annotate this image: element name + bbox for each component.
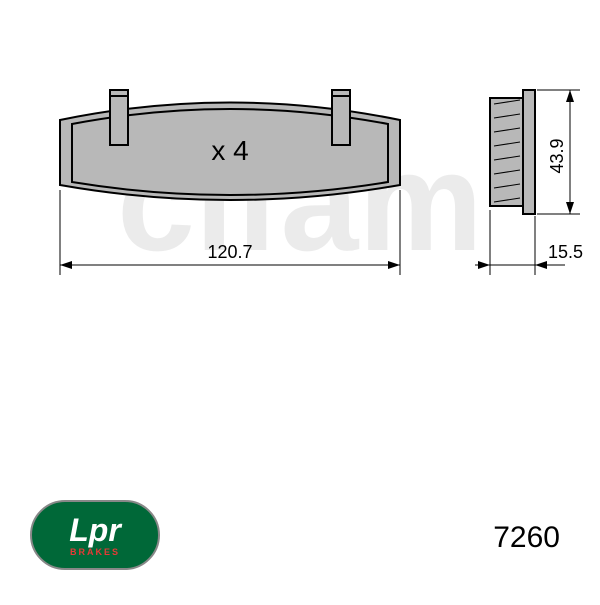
part-number: 7260 bbox=[493, 521, 560, 555]
quantity-label: x 4 bbox=[211, 135, 248, 166]
side-view bbox=[490, 90, 535, 214]
side-backing bbox=[523, 90, 535, 214]
logo-main-text: Lpr bbox=[69, 514, 121, 546]
brand-logo: Lpr BRAKES bbox=[30, 500, 160, 570]
dimension-thickness: 15.5 bbox=[475, 210, 583, 275]
logo-sub-text: BRAKES bbox=[70, 548, 120, 557]
dimension-height: 43.9 bbox=[537, 90, 580, 214]
front-view: x 4 bbox=[60, 90, 400, 200]
dim-thickness-value: 15.5 bbox=[548, 242, 583, 262]
diagram-container: cifam x 4 120.7 bbox=[0, 0, 600, 600]
pad-notch-right bbox=[332, 90, 350, 145]
dim-width-value: 120.7 bbox=[207, 242, 252, 262]
pad-notch-left bbox=[110, 90, 128, 145]
dim-height-value: 43.9 bbox=[547, 138, 567, 173]
